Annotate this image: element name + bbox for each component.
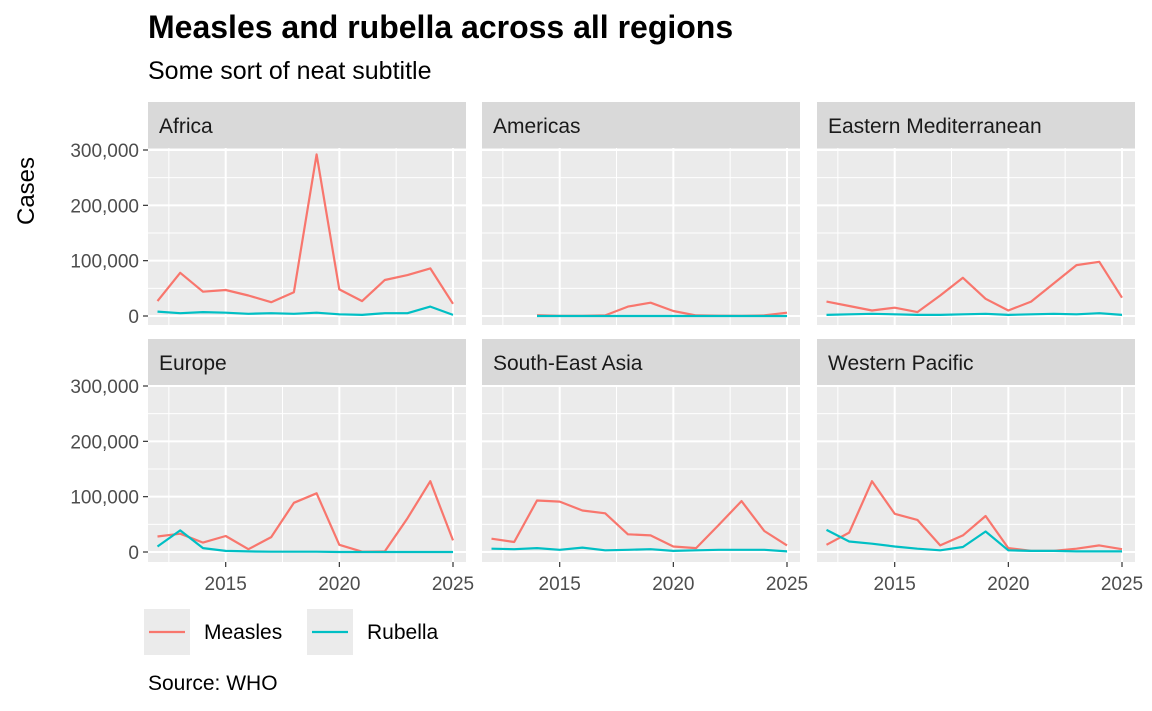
series-line-rubella [157, 305, 454, 316]
facet-strip-label: Europe [159, 352, 227, 375]
facet-strip [482, 102, 800, 148]
facet-strip [817, 339, 1135, 385]
panel-background [148, 385, 466, 562]
panel-background [482, 148, 800, 325]
facet-strip-label: Eastern Mediterranean [828, 115, 1042, 138]
y-tick-label: 200,000 [70, 196, 139, 217]
facet-strip [148, 102, 466, 148]
chart-caption: Source: WHO [148, 672, 278, 695]
chart-subtitle: Some sort of neat subtitle [148, 57, 432, 85]
x-tick-label: 2015 [874, 574, 916, 595]
x-tick-label: 2025 [1101, 574, 1143, 595]
x-tick-label: 2025 [432, 574, 474, 595]
facet-strip-label: Africa [159, 115, 213, 138]
y-axis-title: Cases [13, 157, 40, 225]
facet-strip-label: South-East Asia [493, 352, 643, 375]
facet-strip-label: Western Pacific [828, 352, 974, 375]
series-line-measles [157, 480, 455, 553]
series-line-rubella [156, 529, 453, 554]
x-tick-label: 2025 [766, 574, 808, 595]
y-tick-label: 200,000 [70, 432, 139, 453]
series-line-measles [156, 153, 454, 305]
chart-title: Measles and rubella across all regions [148, 9, 734, 45]
legend-label: Rubella [367, 621, 439, 644]
series-line-measles [826, 260, 1123, 314]
y-tick-label: 0 [128, 543, 139, 564]
panel-background [148, 148, 466, 325]
y-tick-label: 100,000 [70, 488, 139, 509]
y-tick-label: 0 [128, 307, 139, 328]
x-tick-label: 2020 [987, 574, 1029, 595]
y-tick-label: 100,000 [70, 252, 139, 273]
facet-strip [817, 102, 1135, 148]
y-tick-label: 300,000 [70, 377, 139, 398]
panel-background [482, 385, 800, 562]
facet-strip [482, 339, 800, 385]
series-line-measles [825, 480, 1123, 552]
y-tick-label: 300,000 [70, 141, 139, 162]
panel-background [817, 385, 1135, 562]
x-tick-label: 2015 [205, 574, 247, 595]
panel-background [817, 148, 1135, 325]
legend-label: Measles [204, 621, 282, 644]
x-tick-label: 2020 [652, 574, 694, 595]
x-tick-label: 2015 [539, 574, 581, 595]
series-line-rubella [825, 528, 1122, 553]
series-line-rubella [826, 312, 1123, 316]
x-tick-label: 2020 [318, 574, 360, 595]
series-line-measles [491, 499, 788, 550]
series-line-rubella [491, 546, 788, 553]
facet-strip [148, 339, 466, 385]
facet-strip-label: Americas [493, 115, 581, 138]
